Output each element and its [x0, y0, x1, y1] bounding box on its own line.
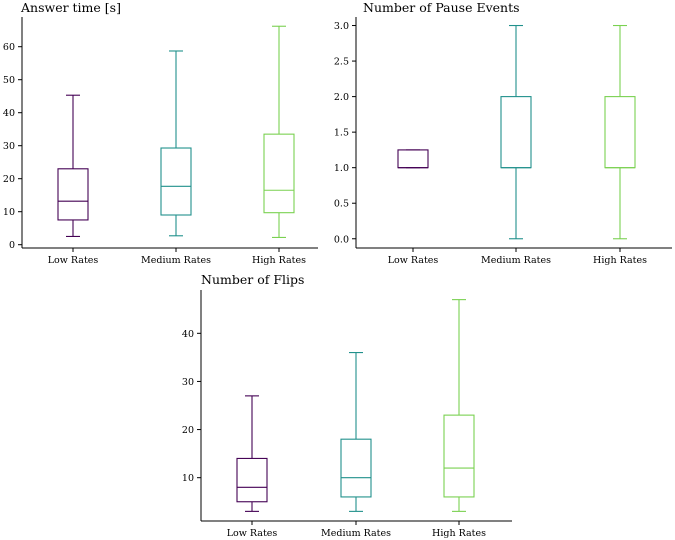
y-tick-label: 0.0 [334, 234, 349, 245]
y-tick-label: 2.5 [334, 57, 349, 68]
x-tick-label: High Rates [593, 255, 647, 266]
y-tick-label: 1.5 [334, 128, 349, 139]
x-tick-label: Medium Rates [481, 255, 551, 266]
chart-title: Answer time [s] [20, 0, 121, 15]
box-1 [397, 149, 429, 169]
y-tick-label: 40 [182, 329, 194, 340]
chart-1: Answer time [s] 0 10 20 30 40 50 60 Low Rates Med… [3, 0, 318, 266]
box-2 [340, 352, 372, 512]
x-tick-label: Medium Rates [141, 255, 211, 266]
y-tick-label: 60 [3, 42, 15, 53]
y-tick-label: 1.0 [334, 163, 349, 174]
iqr-box [397, 149, 429, 169]
x-tick-label: High Rates [252, 255, 306, 266]
x-tick-label: Low Rates [48, 255, 99, 266]
y-tick-label: 2.0 [334, 92, 349, 103]
box-3 [263, 25, 295, 238]
y-tick-label: 30 [3, 141, 15, 152]
y-tick-label: 20 [3, 174, 15, 185]
y-tick-label: 20 [182, 425, 194, 436]
y-tick-label: 10 [182, 473, 194, 484]
iqr-box [443, 414, 475, 498]
iqr-box [500, 96, 532, 169]
iqr-box [263, 133, 295, 214]
x-tick-label: Low Rates [227, 528, 278, 539]
x-tick-label: High Rates [432, 528, 486, 539]
iqr-box [236, 457, 268, 503]
iqr-box [160, 147, 192, 216]
box-3 [443, 299, 475, 512]
x-tick-label: Medium Rates [321, 528, 391, 539]
y-tick-label: 10 [3, 207, 15, 218]
chart-3: Number of Flips 10 20 30 40 Low Rates Medium R… [182, 272, 512, 539]
box-2 [500, 24, 532, 240]
chart-title: Number of Pause Events [363, 0, 520, 15]
box-3 [604, 24, 636, 240]
y-tick-label: 50 [3, 75, 15, 86]
y-tick-label: 3.0 [334, 21, 349, 32]
box-1 [236, 395, 268, 512]
chart-title: Number of Flips [201, 272, 304, 287]
y-tick-label: 0.5 [334, 199, 349, 210]
y-tick-label: 40 [3, 108, 15, 119]
iqr-box [340, 438, 372, 498]
iqr-box [604, 96, 636, 169]
y-tick-label: 0 [9, 240, 15, 251]
box-2 [160, 50, 192, 237]
y-tick-label: 30 [182, 377, 194, 388]
chart-2: Number of Pause Events 0.0 0.5 1.0 1.5 2.0 2.5… [334, 0, 672, 266]
x-tick-label: Low Rates [388, 255, 439, 266]
iqr-box [57, 168, 89, 221]
box-1 [57, 94, 89, 237]
